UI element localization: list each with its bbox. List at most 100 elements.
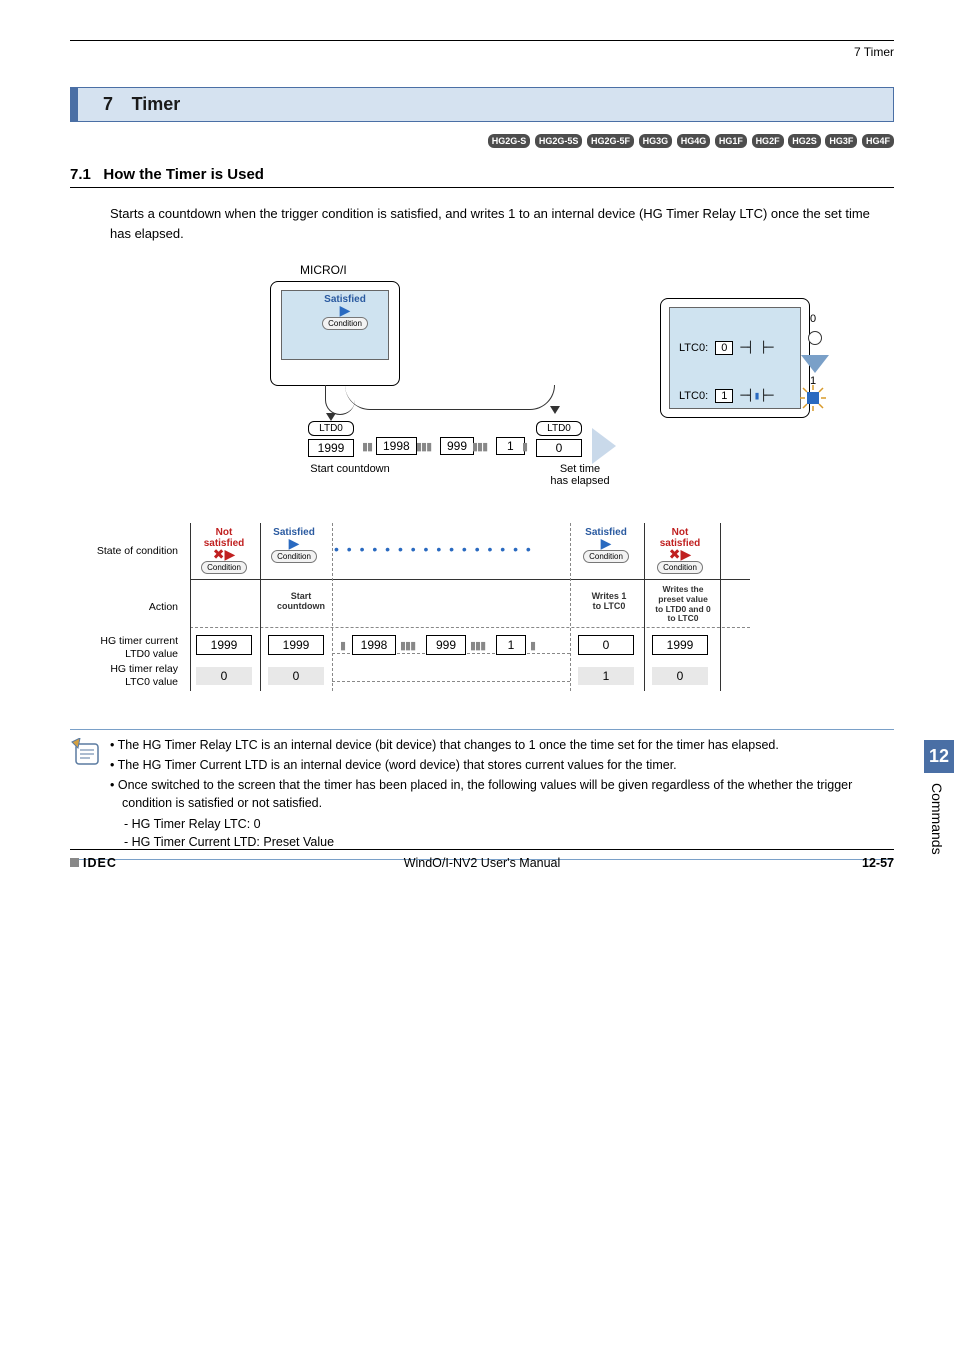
elapsed-l1: Set time — [560, 463, 600, 475]
cond-not-satisfied: Not satisfied ✖▶ Condition — [200, 527, 248, 574]
big-arrow-right-icon — [592, 428, 616, 464]
action-write-l1: Writes 1 — [592, 591, 627, 601]
ltd-start-value: 1999 — [308, 439, 354, 457]
side-tab-text: Commands — [924, 773, 950, 865]
chapter-number: 7 — [88, 94, 128, 115]
cur-val: 999 — [426, 635, 466, 655]
note-body: The HG Timer Relay LTC is an internal de… — [110, 736, 894, 851]
badge: HG4G — [677, 134, 711, 148]
tick-icon: ▮ — [522, 440, 527, 453]
ltc-line-1: LTC0: 1 ─┤▮├─ — [679, 389, 774, 403]
breadcrumb: 7 Timer — [70, 45, 894, 59]
cond-satisfied: Satisfied ▶ Condition — [582, 527, 630, 563]
axis-rel-dash — [332, 681, 570, 682]
tick-icon: ▮▮▮ — [472, 440, 487, 453]
ltc-panel: LTC0: 0 ─┤ ├─ LTC0: 1 ─┤▮├─ — [660, 298, 810, 418]
cur-val: 1999 — [196, 635, 252, 655]
arrow-red-icon: ✖▶ — [200, 549, 248, 559]
curve-right-arrowhead-icon — [550, 406, 560, 414]
seq-value: 1998 — [376, 437, 417, 455]
rel-val: 0 — [196, 667, 252, 685]
curve-right — [345, 385, 555, 410]
ltd0-end: LTD0 0 — [536, 421, 582, 457]
badge: HG2G-5S — [535, 134, 583, 148]
condition-pill: Condition — [583, 550, 629, 563]
start-countdown-label: Start countdown — [290, 463, 410, 475]
badge: HG1F — [715, 134, 747, 148]
lamp-on-icon — [800, 385, 826, 411]
lamp-num-0: 0 — [810, 313, 816, 325]
wire-icon: ─┤▮├─ — [740, 389, 773, 402]
intro-paragraph: Starts a countdown when the trigger cond… — [110, 204, 894, 243]
action-write-l2: to LTC0 — [593, 601, 626, 611]
section-rule — [70, 187, 894, 188]
row-label-current: HG timer current LTD0 value — [70, 635, 178, 660]
tick-icon: ▮ — [340, 639, 345, 652]
badge: HG4F — [862, 134, 894, 148]
badge: HG2F — [752, 134, 784, 148]
tick-icon: ▮ — [530, 639, 535, 652]
cur-val: 1999 — [268, 635, 324, 655]
cond-satisfied: Satisfied ▶ Condition — [270, 527, 318, 563]
note-bullet: The HG Timer Current LTD is an internal … — [110, 756, 894, 774]
cur-val: 1 — [496, 635, 526, 655]
arrow-blue-icon: ▶ — [270, 538, 318, 548]
row-label-action: Action — [70, 601, 178, 614]
note-bullet: Once switched to the screen that the tim… — [110, 776, 894, 812]
ltc-label: LTC0: — [679, 342, 708, 354]
ltc-value-0: 0 — [715, 341, 733, 355]
action-preset-l2: preset value — [658, 594, 708, 604]
action-start-l2: countdown — [277, 601, 325, 611]
elapsed-label: Set time has elapsed — [520, 463, 640, 487]
chapter-title: Timer — [132, 94, 181, 114]
rel-val: 0 — [268, 667, 324, 685]
note-icon — [70, 736, 110, 851]
condition-pill: Condition — [322, 317, 368, 330]
vline — [190, 523, 191, 691]
axis-action — [190, 627, 750, 628]
wire-icon: ─┤ ├─ — [740, 341, 773, 354]
action-preset-l1: Writes the — [663, 584, 704, 594]
ltc-label: LTC0: — [679, 390, 708, 402]
ltd-label: LTD0 — [308, 421, 354, 436]
seq-value: 999 — [440, 437, 474, 455]
section-title: How the Timer is Used — [103, 166, 264, 183]
cur-val: 1999 — [652, 635, 708, 655]
row-label-relay: HG timer relay LTC0 value — [70, 663, 178, 688]
note-block: The HG Timer Relay LTC is an internal de… — [70, 730, 894, 851]
arrow-blue-icon: ▶ — [582, 538, 630, 548]
ltc-value-1: 1 — [715, 389, 733, 403]
elapsed-l2: has elapsed — [550, 475, 609, 487]
action-preset-l4: to LTC0 — [667, 613, 698, 623]
rel-val: 0 — [652, 667, 708, 685]
timeline-diagram: State of condition Action HG timer curre… — [70, 523, 894, 723]
condition-pill: Condition — [271, 550, 317, 563]
row-cur-l1: HG timer current — [100, 635, 178, 647]
row-label-state: State of condition — [70, 545, 178, 558]
action-write: Writes 1 to LTC0 — [570, 585, 648, 612]
tick-icon: ▮▮▮ — [470, 639, 485, 652]
rel-val: 1 — [578, 667, 634, 685]
big-arrow-down-icon — [801, 355, 829, 373]
tick-icon: ▮▮▮ — [416, 440, 431, 453]
footer-title: WindO/I-NV2 User's Manual — [70, 856, 894, 870]
badge: HG2G-S — [488, 134, 531, 148]
arrow-blue-icon: ▶ — [321, 305, 369, 315]
row-cur-l2: LTD0 value — [125, 648, 178, 660]
vline — [260, 523, 261, 691]
row-rel-l1: HG timer relay — [110, 663, 178, 675]
seq-value: 1 — [496, 437, 525, 455]
badge: HG2G-5F — [587, 134, 634, 148]
timer-diagram: MICRO/I Satisfied ▶ Condition LTD0 1999 … — [70, 263, 894, 513]
badge: HG2S — [788, 134, 821, 148]
action-preset-l3: to LTD0 and 0 — [655, 604, 711, 614]
arrow-red-icon: ✖▶ — [656, 549, 704, 559]
continuation-dots: • • • • • • • • • • • • • • • • — [334, 541, 533, 557]
cur-val: 0 — [578, 635, 634, 655]
side-tab-number: 12 — [924, 740, 954, 773]
section-number: 7.1 — [70, 166, 91, 183]
badge: HG3F — [825, 134, 857, 148]
top-rule — [70, 40, 894, 41]
cond-not-satisfied: Not satisfied ✖▶ Condition — [656, 527, 704, 574]
page-footer: IDEC WindO/I-NV2 User's Manual 12-57 — [70, 849, 894, 870]
